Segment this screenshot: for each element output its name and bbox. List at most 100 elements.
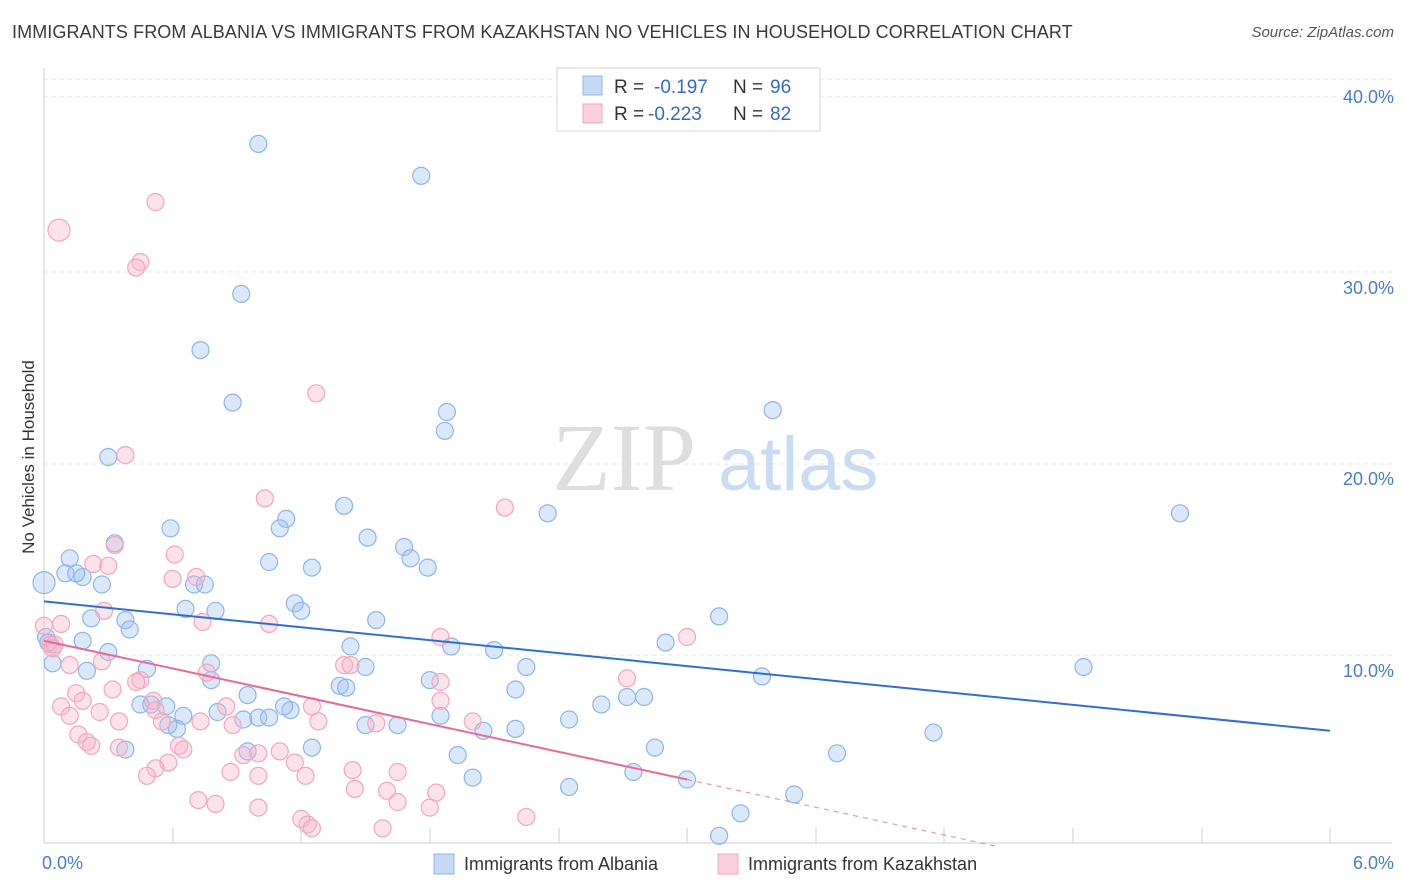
data-point <box>367 714 386 733</box>
data-point <box>32 570 56 595</box>
data-point <box>67 564 86 583</box>
data-point <box>341 655 360 675</box>
legend-swatch-kazakhstan <box>582 103 603 124</box>
data-point <box>309 712 328 731</box>
data-point <box>249 744 268 763</box>
data-point <box>82 736 101 755</box>
trend-line <box>43 639 688 781</box>
data-point <box>176 599 195 619</box>
data-point <box>752 667 772 686</box>
data-point <box>255 489 274 508</box>
data-point <box>127 258 146 277</box>
data-point <box>270 519 289 538</box>
legend-r-label: R = <box>614 77 644 98</box>
data-point <box>285 753 304 772</box>
data-point <box>137 766 156 785</box>
stats-legend: R = -0.197 N = 96 R = -0.223 N = 82 <box>556 67 821 132</box>
data-point <box>116 740 135 759</box>
data-point <box>270 742 289 761</box>
data-point <box>341 637 360 656</box>
data-point <box>420 798 439 817</box>
data-point <box>302 819 321 838</box>
legend-n-value: 82 <box>770 104 791 125</box>
legend-r-value: -0.197 <box>654 77 708 98</box>
data-point <box>92 575 112 594</box>
data-point <box>463 768 482 787</box>
data-point <box>60 655 79 675</box>
data-point <box>431 672 450 692</box>
y-tick-label: 40.0% <box>1343 87 1394 107</box>
watermark-atlas: atlas <box>718 422 879 507</box>
legend-n-value: 96 <box>770 77 791 98</box>
data-point <box>388 762 407 782</box>
data-point <box>592 695 611 714</box>
data-point <box>335 496 354 515</box>
data-point <box>506 719 525 739</box>
data-point <box>73 631 92 650</box>
data-point <box>296 766 315 785</box>
data-point <box>285 594 304 613</box>
data-point <box>223 393 242 412</box>
y-tick-label: 30.0% <box>1343 278 1394 298</box>
data-point <box>77 661 97 680</box>
data-point <box>217 697 236 716</box>
data-point <box>302 738 321 757</box>
data-point <box>206 794 225 814</box>
data-point <box>656 633 675 652</box>
data-point <box>116 446 135 465</box>
data-point <box>165 545 184 564</box>
data-point <box>67 684 86 703</box>
data-point <box>1074 657 1093 677</box>
data-point <box>163 569 182 589</box>
data-point <box>73 691 92 710</box>
data-point <box>99 556 118 575</box>
data-point <box>401 549 420 568</box>
watermark-zip: ZIP <box>552 404 696 511</box>
series-albania-points <box>32 134 1190 845</box>
data-point <box>388 792 407 812</box>
legend-swatch-albania <box>582 75 603 96</box>
legend-n-label: N = <box>733 77 763 98</box>
data-point <box>418 558 437 577</box>
data-point <box>197 663 216 682</box>
data-point <box>427 783 446 802</box>
data-point <box>435 421 454 440</box>
series-legend: Immigrants from Albania Immigrants from … <box>433 853 977 875</box>
data-point <box>161 519 180 538</box>
data-point <box>109 712 129 731</box>
data-point <box>249 798 268 817</box>
data-point <box>337 678 356 697</box>
data-point <box>431 691 450 710</box>
data-point <box>307 384 326 403</box>
y-tick-labels: 40.0% 30.0% 20.0% 10.0% <box>1343 87 1394 681</box>
data-point <box>105 535 124 555</box>
data-point <box>191 712 210 731</box>
data-point <box>277 509 296 529</box>
data-point <box>431 627 450 647</box>
bottom-legend-label-albania: Immigrants from Albania <box>464 854 659 874</box>
data-point <box>234 745 253 765</box>
data-point <box>343 760 362 780</box>
gridlines <box>44 78 1392 656</box>
bottom-legend-swatch-albania <box>433 853 455 875</box>
data-point <box>617 687 637 707</box>
data-point <box>330 676 349 695</box>
data-point <box>412 166 431 185</box>
data-point <box>56 564 75 583</box>
data-point <box>373 819 392 838</box>
data-point <box>120 620 139 639</box>
legend-n-label: N = <box>733 104 763 125</box>
data-point <box>763 401 782 420</box>
data-point <box>924 723 943 742</box>
data-point <box>463 712 482 731</box>
data-point <box>645 738 665 757</box>
legend-r-label: R = <box>614 104 644 125</box>
data-point <box>232 284 251 303</box>
bottom-legend-label-kazakhstan: Immigrants from Kazakhstan <box>748 854 977 874</box>
data-point <box>249 134 268 153</box>
data-point <box>538 504 557 523</box>
data-point <box>377 781 396 800</box>
data-point <box>116 610 135 630</box>
bottom-legend-swatch-kazakhstan <box>717 853 739 875</box>
